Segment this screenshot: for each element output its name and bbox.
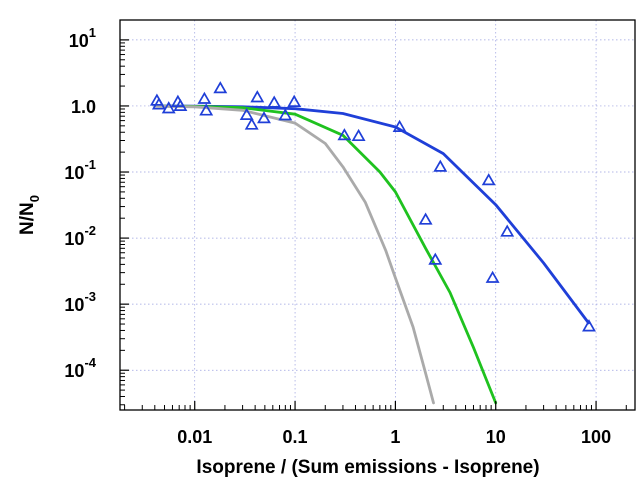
data-point <box>500 224 515 237</box>
x-tick-labels: 0.01 0.1 1 10 100 <box>177 427 611 447</box>
x-tick-label: 100 <box>581 427 611 447</box>
y-tick-label: 10-4 <box>64 355 96 381</box>
data-point <box>257 111 271 124</box>
y-tick-label: 1.0 <box>71 97 96 117</box>
data-point <box>392 119 407 132</box>
data-point <box>485 270 500 283</box>
data-point <box>244 117 259 130</box>
data-point <box>278 108 293 121</box>
data-point <box>173 98 188 111</box>
x-tick-label: 10 <box>486 427 506 447</box>
y-axis-title-subscript: 0 <box>27 195 42 202</box>
data-point <box>428 252 443 265</box>
y-axis-title-base: N/N <box>17 202 38 235</box>
y-tick-label: 10-1 <box>64 157 96 183</box>
fit-curve-2 <box>153 104 498 405</box>
y-tick-label: 10-2 <box>64 223 96 249</box>
x-tick-label: 1 <box>390 427 400 447</box>
data-point <box>250 90 265 103</box>
fit-curves <box>153 104 590 405</box>
data-point <box>239 107 254 120</box>
data-point <box>199 103 214 116</box>
data-point <box>161 101 176 114</box>
x-axis-title: Isoprene / (Sum emissions - Isoprene) <box>196 457 539 478</box>
data-point <box>287 94 302 107</box>
data-points <box>149 81 596 332</box>
data-point <box>267 95 282 108</box>
data-point <box>197 91 212 104</box>
data-point <box>481 173 496 186</box>
data-point <box>582 319 596 332</box>
y-tick-labels: 101 1.0 10-1 10-2 10-3 10-4 <box>64 25 96 381</box>
x-tick-label: 0.01 <box>177 427 212 447</box>
data-point <box>351 128 366 142</box>
x-tick-label: 0.1 <box>283 427 308 447</box>
gridlines <box>120 20 636 410</box>
y-axis-title: N/N0 <box>17 195 42 235</box>
axis-ticks <box>120 19 627 410</box>
data-point <box>151 97 166 110</box>
data-point <box>213 81 228 94</box>
plot-frame <box>119 19 636 411</box>
y-tick-label: 10-3 <box>64 289 96 315</box>
y-tick-label: 101 <box>69 25 96 51</box>
fit-curve-3 <box>153 104 435 405</box>
data-point <box>337 128 352 141</box>
data-point <box>418 212 433 225</box>
data-point <box>433 159 448 172</box>
